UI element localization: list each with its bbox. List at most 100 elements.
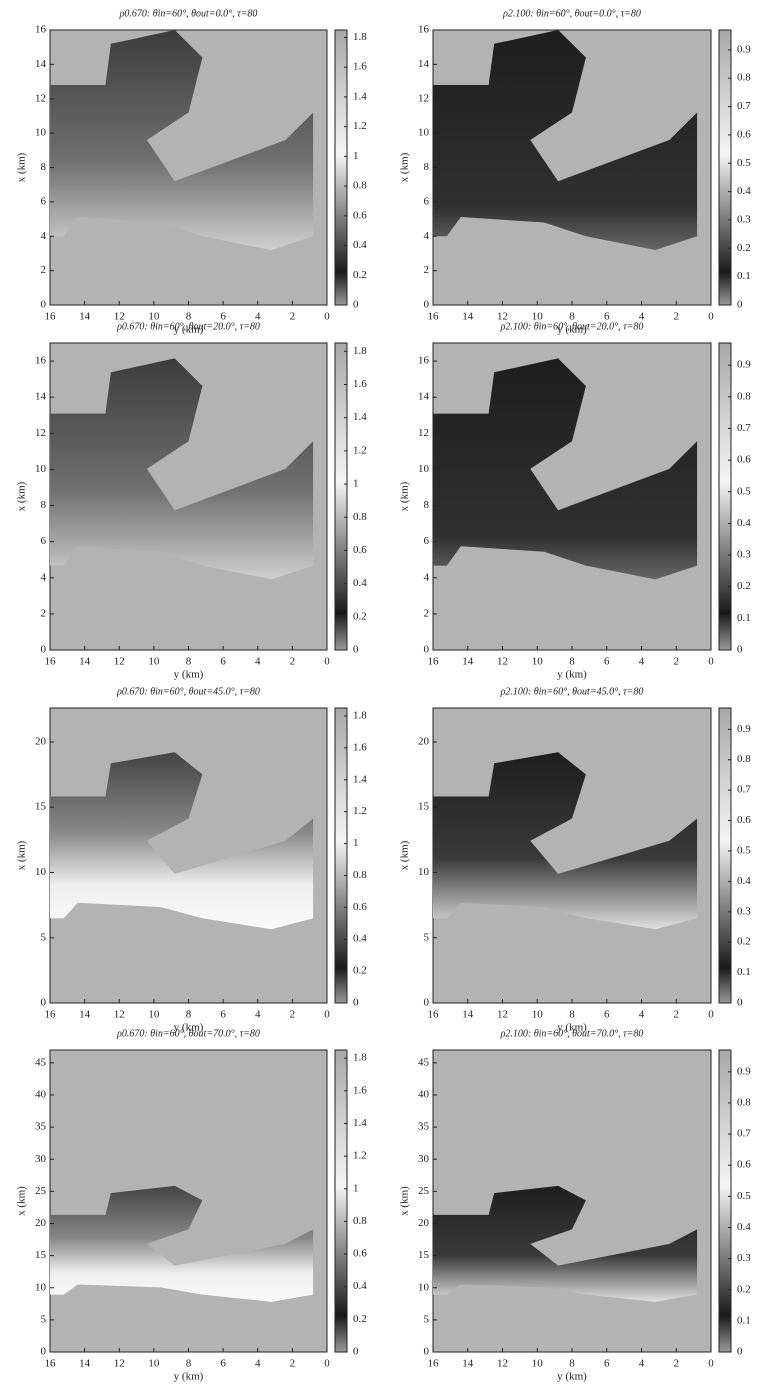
x-tick-label: 2	[290, 311, 296, 323]
y-tick-label: 10	[418, 463, 430, 475]
y-axis-label: x (km)	[16, 152, 28, 182]
y-tick-label: 5	[41, 931, 47, 943]
colorbar-tick-label: 0.4	[737, 185, 751, 197]
y-tick-label: 8	[41, 161, 47, 173]
colorbar-tick-label: 0.3	[737, 213, 751, 225]
y-axis-label: x (km)	[16, 1186, 28, 1216]
y-tick-label: 16	[418, 355, 430, 367]
y-tick-label: 2	[41, 607, 47, 619]
y-tick-label: 35	[418, 1121, 430, 1133]
cloud-field	[433, 752, 698, 930]
colorbar-tick-label: 0.4	[737, 875, 751, 887]
colorbar	[334, 29, 348, 306]
colorbar-tick-label: 0.9	[737, 359, 751, 371]
x-tick-label: 4	[255, 311, 261, 323]
colorbar-tick-label: 0.8	[737, 390, 751, 402]
colorbar-tick-label: 1.4	[353, 411, 367, 423]
x-tick-label: 8	[186, 1358, 192, 1370]
colorbar-tick-label: 0.8	[737, 753, 751, 765]
y-tick-label: 12	[418, 427, 429, 439]
x-tick-label: 14	[462, 1358, 474, 1370]
x-tick-label: 4	[639, 1358, 645, 1370]
colorbar-tick-label: 0.2	[353, 610, 367, 622]
colorbar-tick-label: 0.1	[737, 966, 751, 978]
y-tick-label: 40	[418, 1089, 430, 1101]
colorbar-tick-label: 0	[737, 299, 743, 311]
y-tick-label: 14	[35, 391, 47, 403]
colorbar-tick-label: 1.6	[353, 741, 367, 753]
y-tick-label: 5	[424, 1313, 430, 1325]
colorbar-tick-label: 1.8	[353, 31, 367, 43]
colorbar-tick-label: 0.4	[353, 577, 367, 589]
y-tick-label: 0	[41, 644, 47, 656]
x-axis-label: y (km)	[174, 324, 204, 336]
y-tick-label: 15	[418, 1249, 430, 1261]
x-tick-label: 6	[220, 1009, 226, 1021]
x-tick-label: 16	[45, 311, 57, 323]
colorbar-tick-label: 0.7	[737, 422, 751, 434]
x-tick-label: 16	[428, 1358, 440, 1370]
y-tick-label: 6	[41, 195, 47, 207]
colorbar-tick-label: 1.4	[353, 90, 367, 102]
x-tick-label: 14	[79, 656, 91, 668]
colorbar	[334, 342, 348, 651]
y-axis-label: x (km)	[399, 840, 411, 870]
x-tick-label: 4	[255, 656, 261, 668]
colorbar-tick-label: 0.6	[353, 209, 367, 221]
x-tick-label: 16	[428, 656, 440, 668]
y-tick-label: 5	[41, 1313, 47, 1325]
colorbar-tick-label: 0.2	[353, 269, 367, 281]
x-tick-label: 14	[462, 656, 474, 668]
y-tick-label: 12	[35, 427, 46, 439]
x-tick-label: 12	[497, 1009, 508, 1021]
x-tick-label: 12	[114, 1009, 125, 1021]
y-tick-label: 2	[41, 264, 47, 276]
y-tick-label: 8	[41, 499, 47, 511]
y-tick-label: 14	[418, 58, 430, 70]
y-tick-label: 16	[35, 355, 47, 367]
colorbar-tick-label: 0.9	[737, 1065, 751, 1077]
x-tick-label: 2	[290, 656, 296, 668]
colorbar-tick-label: 0.4	[737, 517, 751, 529]
y-tick-label: 10	[35, 127, 47, 139]
x-axis-label: y (km)	[557, 1022, 587, 1034]
colorbar-tick-label: 0.2	[737, 936, 751, 948]
x-axis-label: y (km)	[174, 1371, 204, 1383]
x-tick-label: 14	[462, 1009, 474, 1021]
x-axis-label: y (km)	[557, 669, 587, 681]
x-tick-label: 0	[708, 656, 714, 668]
colorbar-tick-label: 0.1	[737, 1314, 751, 1326]
colorbar-tick-label: 0	[353, 1346, 359, 1358]
x-tick-label: 8	[186, 656, 192, 668]
colorbar-tick-label: 1.4	[353, 773, 367, 785]
x-tick-label: 2	[290, 1009, 296, 1021]
y-tick-label: 5	[424, 931, 430, 943]
colorbar-tick-label: 1	[353, 1182, 359, 1194]
colorbar-tick-label: 0.8	[353, 180, 367, 192]
y-tick-label: 6	[424, 535, 430, 547]
x-tick-label: 10	[148, 1358, 160, 1370]
y-tick-label: 10	[418, 127, 430, 139]
colorbar-tick-label: 0	[737, 997, 743, 1009]
x-tick-label: 8	[569, 311, 575, 323]
x-tick-label: 8	[186, 311, 192, 323]
y-tick-label: 15	[35, 1249, 47, 1261]
panel-title: ρ2.100: θin=60°, θout=70.0°, τ=80	[500, 1028, 644, 1039]
colorbar-tick-label: 0.1	[737, 612, 751, 624]
x-tick-label: 12	[497, 311, 508, 323]
y-tick-label: 0	[424, 997, 430, 1009]
y-tick-label: 20	[418, 1217, 430, 1229]
colorbar-tick-label: 0.8	[737, 72, 751, 84]
colorbar-tick-label: 1.2	[353, 120, 367, 132]
x-tick-label: 12	[497, 1358, 508, 1370]
y-tick-label: 16	[418, 24, 430, 36]
x-tick-label: 10	[148, 656, 160, 668]
y-tick-label: 12	[418, 92, 429, 104]
colorbar-tick-label: 0.4	[737, 1221, 751, 1233]
x-tick-label: 0	[708, 1009, 714, 1021]
x-tick-label: 6	[220, 656, 226, 668]
x-axis-label: y (km)	[174, 669, 204, 681]
colorbar-tick-label: 0.2	[737, 580, 751, 592]
y-tick-label: 6	[424, 195, 430, 207]
